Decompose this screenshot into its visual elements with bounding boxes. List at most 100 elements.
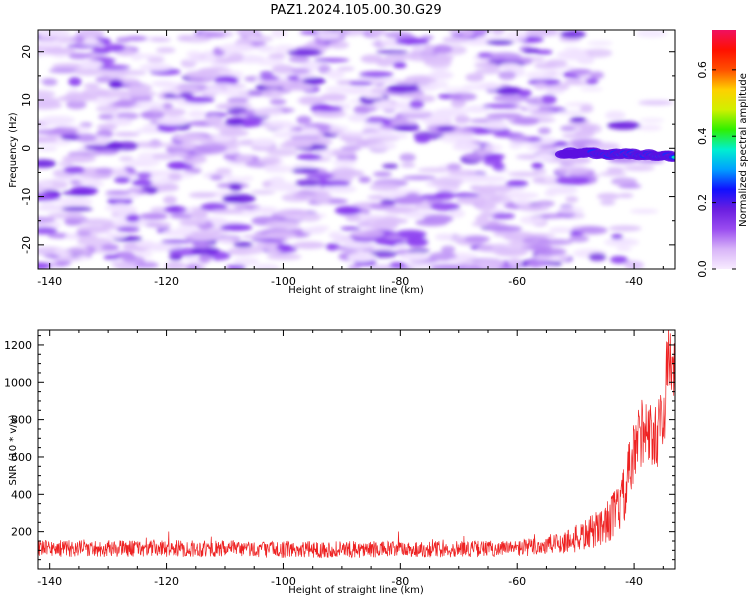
spectrogram-cell — [311, 225, 330, 231]
spectrogram-cell — [337, 66, 355, 72]
spectrogram-cell — [588, 252, 607, 262]
spectrogram-cell — [474, 62, 499, 69]
spectrogram-cell — [521, 233, 556, 238]
spectrogram-cell — [400, 162, 416, 168]
spectrogram-cell — [292, 241, 326, 250]
spectrogram-cell — [527, 259, 544, 268]
snr-x-tick-label: -40 — [625, 575, 643, 588]
spectrogram-cell — [266, 148, 299, 157]
spectrogram-cell — [216, 238, 234, 244]
spectrogram-cell — [281, 193, 312, 202]
spectrogram-cell — [222, 193, 256, 204]
spectrogram-cell — [281, 85, 315, 91]
spectrogram-cell — [344, 138, 378, 147]
spectrogram-cell — [411, 44, 425, 53]
spectrogram-cell — [345, 214, 361, 222]
spectrogram-cell — [265, 220, 301, 229]
spectrogram-cell — [38, 216, 56, 224]
spectrogram-cell — [61, 206, 93, 212]
spectrogram-cell — [461, 30, 474, 38]
spectrogram-cell — [38, 182, 54, 188]
spectrogram-cell — [74, 68, 105, 76]
spectrogram-y-axis-label: Frequency (Hz) — [8, 112, 19, 188]
spectrogram-cell — [84, 37, 99, 45]
spectrogram-cell — [577, 56, 595, 65]
spectrogram-cell — [556, 206, 584, 215]
spectrogram-cell — [606, 167, 625, 173]
spectrogram-cell — [507, 258, 522, 267]
spectrogram-cell — [484, 120, 509, 130]
spectrogram-y-tick-label: 0 — [20, 145, 33, 152]
spectrogram-cell — [156, 47, 176, 54]
spectrogram-cell — [544, 190, 558, 197]
spectrogram-cell — [555, 176, 591, 186]
spectrogram-cell — [579, 104, 594, 113]
spectrogram-cell — [447, 169, 476, 176]
snr-series-line — [38, 330, 675, 559]
spectrogram-cell — [250, 190, 276, 195]
spectrogram-cell — [517, 89, 532, 97]
spectrogram-cell — [608, 225, 642, 232]
spectrogram-cell — [431, 177, 464, 187]
spectrogram-cell — [271, 64, 295, 74]
spectrogram-cell — [47, 212, 84, 220]
spectrogram-cell — [75, 30, 105, 39]
spectrogram-cell — [74, 133, 98, 143]
spectrogram-cell — [41, 78, 58, 86]
spectrogram-cell — [68, 52, 90, 60]
spectrogram-x-tick-label: -120 — [154, 275, 179, 288]
spectrogram-cell — [545, 59, 568, 68]
spectrogram-cell — [214, 58, 243, 63]
spectrogram-cell — [415, 218, 448, 227]
spectrogram-cell — [315, 105, 343, 112]
spectrogram-cell — [163, 205, 187, 214]
spectrogram-cell — [347, 113, 368, 123]
spectrogram-cell — [169, 164, 194, 169]
spectrogram-cell — [475, 214, 490, 224]
spectrogram-cell — [327, 129, 345, 135]
spectrogram-cell — [200, 203, 228, 211]
spectrogram-cell — [316, 30, 341, 40]
spectrogram-cell — [286, 188, 300, 194]
spectrogram-cell — [81, 151, 102, 157]
spectrogram-cell — [185, 70, 221, 79]
spectrogram-cell — [414, 135, 431, 144]
spectrogram-cell — [587, 41, 613, 46]
spectrogram-cell — [105, 190, 131, 196]
spectrogram-cell — [513, 199, 532, 206]
spectrogram-cell — [395, 195, 426, 205]
spectrogram-cell — [522, 236, 551, 245]
spectrogram-cell — [259, 208, 276, 215]
spectrogram-cell — [215, 167, 232, 175]
spectrogram-cell — [565, 196, 579, 203]
spectrogram-heatmap — [38, 30, 674, 269]
colorbar-ticks: 0.0 0.2 0.4 0.6 — [696, 61, 736, 278]
spectrogram-cell — [464, 235, 491, 243]
spectrogram-cell — [392, 125, 420, 132]
spectrogram-cell — [95, 167, 114, 174]
spectrogram-cell — [164, 261, 186, 269]
spectrogram-cell — [355, 106, 377, 112]
spectrogram-cell — [115, 36, 131, 44]
spectrogram-cell — [313, 58, 350, 63]
spectrogram-cell — [354, 213, 387, 219]
spectrogram-cell — [408, 51, 421, 58]
spectrogram-cell — [176, 34, 192, 42]
spectrogram-cell — [331, 167, 357, 177]
spectrogram-cell — [452, 142, 481, 151]
spectrogram-cell — [156, 116, 190, 126]
figure-title: PAZ1.2024.105.00.30.G29 — [270, 3, 441, 18]
colorbar-tick-label: 0.0 — [696, 260, 709, 278]
spectrogram-cell — [302, 77, 326, 85]
spectrogram-y-ticks: 20 10 0 -10 -20 — [20, 45, 675, 270]
spectrogram-cell — [483, 153, 505, 161]
spectrogram-cell — [475, 202, 497, 211]
spectrogram-cell — [456, 264, 482, 269]
spectrogram-cell — [390, 118, 417, 127]
spectrogram-cell — [326, 69, 345, 79]
spectrogram-cell — [537, 127, 551, 135]
spectrogram-cell — [261, 79, 291, 88]
spectrogram-cell — [112, 261, 147, 269]
spectrogram-cell — [498, 62, 521, 70]
spectrogram-cell — [121, 91, 158, 97]
